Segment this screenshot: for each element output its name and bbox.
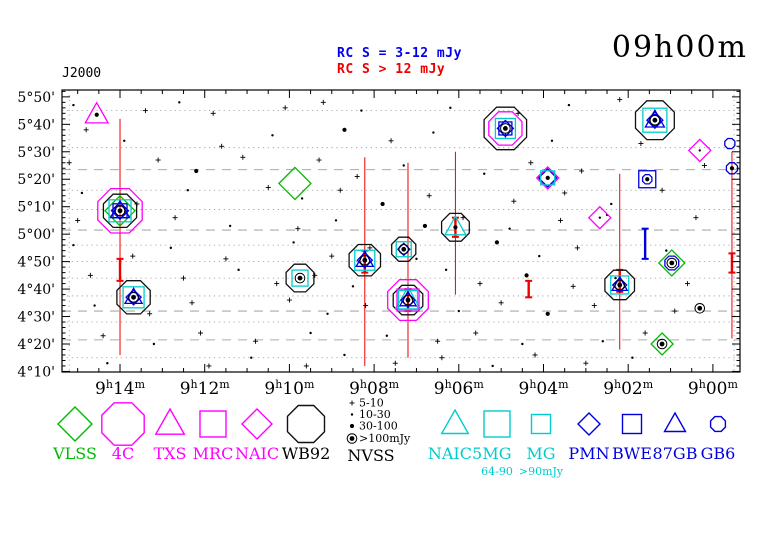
legend-item-87gb-12: 87GB <box>653 411 698 463</box>
epoch-label: J2000 <box>62 66 102 81</box>
x-tick-label: 9h00m <box>688 378 739 399</box>
y-tick-label: 4°30' <box>17 310 55 326</box>
svg-text:MG: MG <box>526 444 555 463</box>
svg-text:87GB: 87GB <box>653 444 698 463</box>
legend-item-mrc-3: MRC <box>193 410 234 463</box>
svg-text:GB6: GB6 <box>701 444 736 463</box>
source-marker <box>535 165 560 190</box>
x-tick-label: 9h12m <box>180 378 231 399</box>
y-tick-label: 4°40' <box>17 282 55 298</box>
flux-legend-line-red: RC S > 12 mJy <box>337 62 446 77</box>
source-marker <box>440 212 470 242</box>
axes: 9h14m 9h12m 9h10m 9h08m 9h06m 9h04m 9h02m 9h00m… <box>17 89 741 399</box>
y-tick-label: 5°40' <box>17 117 55 133</box>
svg-text:NVSS: NVSS <box>347 446 394 465</box>
legend-item-wb92-5: WB92 <box>282 404 331 463</box>
y-tick-label: 4°50' <box>17 255 55 271</box>
source-marker <box>391 236 417 262</box>
source-marker <box>348 243 382 277</box>
svg-text:30-100: 30-100 <box>359 420 398 433</box>
source-marker <box>604 269 636 301</box>
legend-item-pmn-10: PMN <box>568 412 610 463</box>
source-marker <box>587 205 612 230</box>
source-marker <box>84 101 110 124</box>
source-marker <box>387 279 429 322</box>
x-tick-label: 9h10m <box>264 378 315 399</box>
svg-text:WB92: WB92 <box>282 444 331 463</box>
svg-text:TXS: TXS <box>153 444 186 463</box>
svg-text:BWE: BWE <box>612 444 652 463</box>
source-marker <box>687 138 712 163</box>
sources <box>84 100 739 356</box>
nvss-field-points <box>66 97 707 369</box>
source-marker <box>97 187 143 234</box>
x-tick-label: 9h08m <box>349 378 400 399</box>
legend-item-naic5-7: NAIC5 <box>428 408 482 463</box>
y-tick-label: 5°50' <box>17 90 55 106</box>
svg-text:64-90: 64-90 <box>481 465 513 478</box>
source-marker <box>483 106 528 151</box>
flux-legend-line-blue: RC S = 3-12 mJy <box>337 46 462 61</box>
grid-lines <box>62 90 740 372</box>
legend-item-bwe-11: BWE <box>612 413 652 463</box>
source-marker <box>694 302 706 314</box>
source-marker <box>285 263 315 293</box>
svg-text:PMN: PMN <box>568 444 609 463</box>
source-marker <box>724 137 736 150</box>
y-tick-label: 4°10' <box>17 364 55 380</box>
legend-item-vlss-0: VLSS <box>52 406 97 463</box>
page-title: 09h00m <box>611 30 748 65</box>
svg-text:MRC: MRC <box>193 444 234 463</box>
svg-text:VLSS: VLSS <box>52 444 97 463</box>
y-tick-label: 5°20' <box>17 172 55 188</box>
svg-text:5-10: 5-10 <box>359 397 384 410</box>
svg-text:10-30: 10-30 <box>359 408 391 421</box>
svg-text:NAIC: NAIC <box>235 444 279 463</box>
svg-text:NAIC5: NAIC5 <box>428 444 482 463</box>
legend-item-txs-2: TXS <box>153 407 187 463</box>
source-marker <box>277 166 312 201</box>
source-marker <box>116 280 151 315</box>
svg-text:>100mJy: >100mJy <box>359 432 411 445</box>
legend-item-naic-4: NAIC <box>235 408 279 463</box>
source-marker <box>725 162 739 175</box>
legend-item-mg-8: MG 64-90 <box>481 410 513 478</box>
x-tick-label: 9h02m <box>603 378 654 399</box>
source-marker <box>634 100 675 141</box>
y-tick-label: 5°10' <box>17 200 55 216</box>
y-tick-label: 4°20' <box>17 337 55 353</box>
x-tick-label: 9h14m <box>95 378 146 399</box>
catalog-legend: VLSS 4C TXS MRC NAIC WB92 5-1010-3030-100>100m… <box>52 397 735 479</box>
svg-text:MG: MG <box>482 444 511 463</box>
y-tick-label: 5°30' <box>17 145 55 161</box>
legend-item-gb6-13: GB6 <box>701 415 736 463</box>
x-tick-label: 9h04m <box>519 378 570 399</box>
y-tick-label: 5°00' <box>17 227 55 243</box>
svg-text:4C: 4C <box>112 444 134 463</box>
x-tick-label: 9h06m <box>434 378 485 399</box>
error-bars <box>116 118 736 366</box>
svg-text:>90mJy: >90mJy <box>519 465 564 478</box>
legend-item-mg-9: MG >90mJy <box>519 413 564 478</box>
source-marker <box>650 332 675 356</box>
source-marker <box>657 249 686 277</box>
source-marker <box>638 170 657 189</box>
legend-item-4c-1: 4C <box>101 402 145 463</box>
